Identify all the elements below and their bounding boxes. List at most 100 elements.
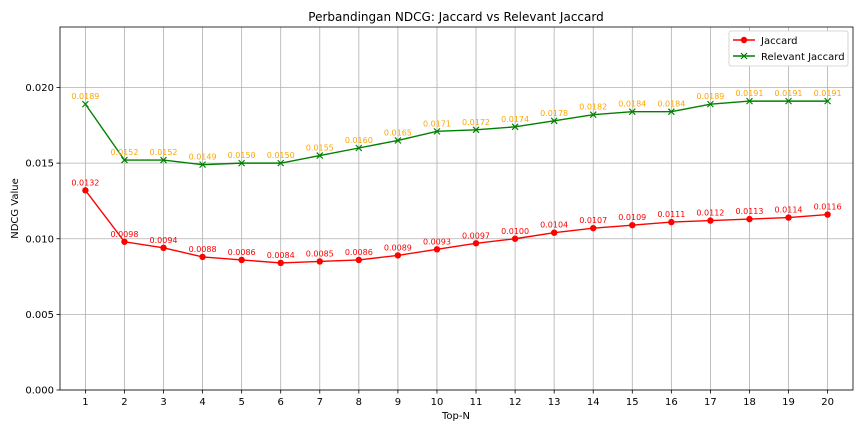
data-label-relevant-jaccard: 0.0182 — [579, 103, 607, 112]
data-label-jaccard: 0.0111 — [657, 210, 685, 219]
y-tick-label: 0.020 — [25, 83, 54, 94]
data-label-jaccard: 0.0100 — [501, 227, 529, 236]
data-point-jaccard — [550, 229, 558, 236]
data-label-relevant-jaccard: 0.0191 — [814, 89, 842, 98]
data-point-relevant-jaccard — [706, 100, 714, 108]
data-label-relevant-jaccard: 0.0191 — [775, 89, 803, 98]
data-label-jaccard: 0.0104 — [540, 221, 568, 230]
data-point-jaccard — [355, 256, 363, 264]
x-tick-label: 2 — [121, 397, 127, 408]
data-label-relevant-jaccard: 0.0152 — [110, 148, 138, 157]
data-label-jaccard: 0.0086 — [345, 248, 373, 257]
data-point-relevant-jaccard — [277, 159, 285, 167]
x-tick-label: 20 — [821, 397, 834, 408]
data-label-relevant-jaccard: 0.0184 — [657, 100, 685, 109]
data-label-jaccard: 0.0088 — [189, 245, 217, 254]
x-tick-label: 11 — [470, 397, 483, 408]
x-axis-ticks: 1 2 3 4 5 6 7 8 9 10 11 12 13 14 15 16 17 18 19 20 — [82, 390, 834, 408]
y-axis-label: NDCG Value — [10, 178, 21, 239]
x-tick-label: 14 — [587, 397, 600, 408]
data-point-jaccard — [785, 214, 792, 221]
data-label-jaccard: 0.0089 — [384, 243, 412, 252]
data-point-relevant-jaccard — [199, 161, 207, 169]
data-point-relevant-jaccard — [355, 144, 363, 152]
data-point-jaccard — [316, 258, 323, 265]
x-tick-label: 1 — [82, 397, 88, 408]
x-tick-label: 4 — [199, 397, 205, 408]
data-point-relevant-jaccard — [628, 108, 636, 116]
legend-relevant-jaccard-label: Relevant Jaccard — [761, 52, 845, 63]
y-tick-label: 0.015 — [25, 159, 54, 170]
x-tick-label: 15 — [626, 397, 639, 408]
series-line-jaccard — [84, 189, 828, 264]
series-jaccard: 0.0132 0.0098 0.0094 0.0088 0.0086 0.0084 0.00… — [71, 178, 842, 267]
series-relevant-jaccard: 0.0189 0.0152 0.0152 0.0149 0.0150 0.0150 0.01… — [71, 89, 842, 169]
legend: Jaccard Relevant Jaccard — [728, 30, 849, 67]
y-tick-label: 0.005 — [25, 310, 54, 321]
data-label-jaccard: 0.0132 — [71, 178, 99, 187]
data-point-jaccard — [160, 244, 167, 252]
x-tick-label: 10 — [431, 397, 444, 408]
legend-relevant-jaccard-marker — [740, 52, 748, 60]
legend-jaccard-label: Jaccard — [760, 36, 797, 47]
x-tick-label: 13 — [548, 397, 561, 408]
plot-frame — [59, 26, 854, 391]
data-label-jaccard: 0.0097 — [462, 231, 490, 240]
data-label-relevant-jaccard: 0.0184 — [618, 100, 646, 109]
grid-lines — [60, 27, 853, 391]
x-tick-label: 16 — [665, 397, 678, 408]
y-tick-label: 0.010 — [25, 234, 54, 245]
data-point-jaccard — [433, 246, 441, 253]
data-label-jaccard: 0.0098 — [110, 230, 138, 239]
data-point-jaccard — [238, 256, 245, 264]
data-point-jaccard — [82, 187, 89, 194]
chart-title: Perbandingan NDCG: Jaccard vs Relevant J… — [308, 10, 603, 24]
data-label-relevant-jaccard: 0.0155 — [306, 144, 334, 153]
data-point-relevant-jaccard — [667, 108, 675, 116]
x-tick-label: 12 — [509, 397, 522, 408]
data-point-jaccard — [629, 221, 636, 229]
data-label-jaccard: 0.0116 — [814, 203, 842, 212]
data-label-jaccard: 0.0109 — [618, 213, 646, 222]
data-point-jaccard — [199, 253, 206, 261]
data-label-relevant-jaccard: 0.0189 — [71, 92, 99, 101]
data-label-jaccard: 0.0114 — [775, 206, 803, 215]
data-label-relevant-jaccard: 0.0171 — [423, 119, 451, 128]
data-label-relevant-jaccard: 0.0191 — [735, 89, 763, 98]
data-label-relevant-jaccard: 0.0152 — [150, 148, 178, 157]
data-point-jaccard — [472, 240, 480, 247]
x-tick-label: 18 — [743, 397, 756, 408]
series-line-relevant-jaccard — [84, 100, 828, 166]
data-label-jaccard: 0.0084 — [267, 251, 295, 260]
x-tick-label: 5 — [238, 397, 244, 408]
data-point-relevant-jaccard — [316, 152, 324, 159]
data-point-relevant-jaccard — [589, 111, 597, 119]
data-label-jaccard: 0.0094 — [150, 236, 178, 245]
data-label-relevant-jaccard: 0.0165 — [384, 128, 412, 137]
data-point-relevant-jaccard — [746, 97, 753, 105]
data-point-jaccard — [590, 224, 597, 232]
data-label-jaccard: 0.0113 — [735, 207, 763, 216]
y-tick-label: 0.000 — [25, 386, 54, 397]
data-label-relevant-jaccard: 0.0178 — [540, 109, 568, 118]
data-point-relevant-jaccard — [394, 137, 402, 144]
data-point-jaccard — [277, 259, 284, 267]
data-label-jaccard: 0.0093 — [423, 237, 451, 246]
x-axis-label: Top-N — [441, 411, 470, 422]
data-label-jaccard: 0.0107 — [579, 216, 607, 225]
x-tick-label: 6 — [278, 397, 284, 408]
legend-jaccard-marker — [740, 36, 748, 44]
data-point-relevant-jaccard — [160, 156, 167, 164]
legend-box — [728, 30, 849, 67]
data-point-relevant-jaccard — [81, 100, 89, 108]
data-label-relevant-jaccard: 0.0150 — [228, 151, 256, 160]
data-point-relevant-jaccard — [472, 126, 480, 134]
data-point-jaccard — [394, 252, 402, 259]
data-point-jaccard — [121, 238, 128, 245]
data-label-relevant-jaccard: 0.0149 — [189, 153, 217, 162]
y-axis-ticks: 0.000 0.005 0.010 0.015 0.020 — [25, 83, 60, 397]
x-tick-label: 8 — [356, 397, 362, 408]
data-point-relevant-jaccard — [238, 159, 246, 167]
data-label-relevant-jaccard: 0.0189 — [696, 92, 724, 101]
